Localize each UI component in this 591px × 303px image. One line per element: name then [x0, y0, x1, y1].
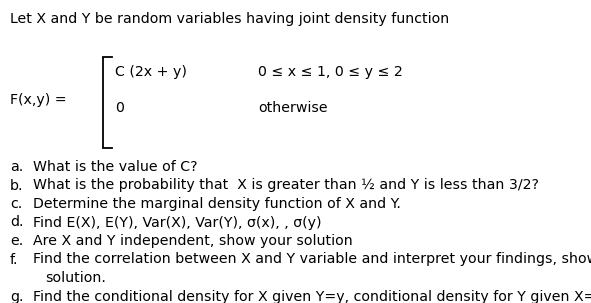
- Text: Let X and Y be random variables having joint density function: Let X and Y be random variables having j…: [10, 12, 449, 26]
- Text: What is the probability that  X is greater than ½ and Y is less than 3/2?: What is the probability that X is greate…: [33, 178, 539, 192]
- Text: a.: a.: [10, 160, 23, 174]
- Text: Are X and Y independent, show your solution: Are X and Y independent, show your solut…: [33, 234, 353, 248]
- Text: e.: e.: [10, 234, 23, 248]
- Text: d.: d.: [10, 215, 24, 229]
- Text: 0 ≤ x ≤ 1, 0 ≤ y ≤ 2: 0 ≤ x ≤ 1, 0 ≤ y ≤ 2: [258, 65, 402, 79]
- Text: f.: f.: [10, 252, 18, 267]
- Text: F(x,y) =: F(x,y) =: [10, 93, 67, 107]
- Text: solution.: solution.: [45, 271, 106, 285]
- Text: b.: b.: [10, 178, 24, 192]
- Text: 0: 0: [115, 101, 124, 115]
- Text: What is the value of C?: What is the value of C?: [33, 160, 197, 174]
- Text: Find E(X), E(Y), Var(X), Var(Y), σ(x), , σ(y): Find E(X), E(Y), Var(X), Var(Y), σ(x), ,…: [33, 215, 322, 229]
- Text: Find the correlation between X and Y variable and interpret your findings, show : Find the correlation between X and Y var…: [33, 252, 591, 267]
- Text: Determine the marginal density function of X and Y.: Determine the marginal density function …: [33, 197, 401, 211]
- Text: c.: c.: [10, 197, 22, 211]
- Text: C (2x + y): C (2x + y): [115, 65, 187, 79]
- Text: g.: g.: [10, 289, 24, 303]
- Text: Find the conditional density for X given Y=y, conditional density for Y given X=: Find the conditional density for X given…: [33, 289, 591, 303]
- Text: otherwise: otherwise: [258, 101, 327, 115]
